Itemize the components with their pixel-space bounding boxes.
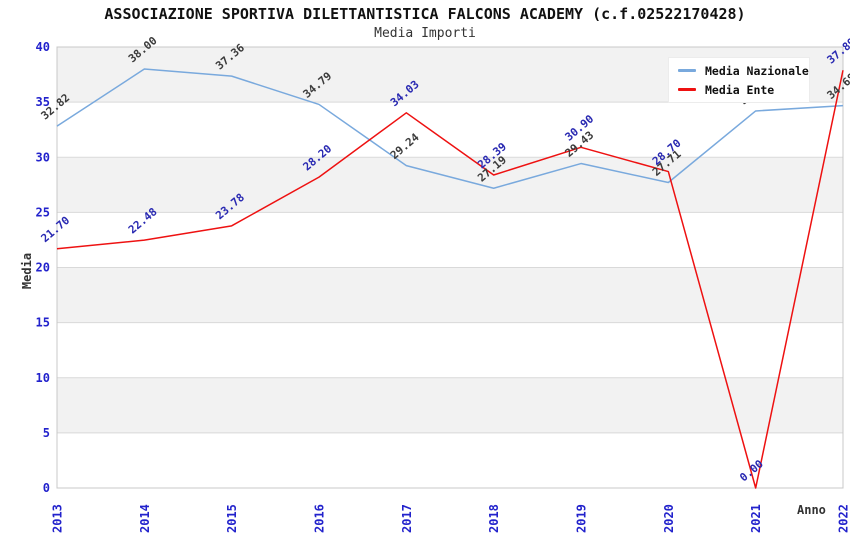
x-tick-label: 2018 (487, 504, 501, 533)
media-ente-line-swatch (678, 88, 696, 91)
chart-title: ASSOCIAZIONE SPORTIVA DILETTANTISTICA FA… (104, 5, 746, 23)
x-tick-label: 2014 (138, 504, 152, 533)
plot-band (57, 157, 843, 213)
series-line-1 (56, 70, 844, 489)
y-tick-label: 15 (36, 316, 50, 330)
x-axis-label: Anno (797, 503, 826, 517)
legend-label-media-ente: Media Ente (705, 82, 775, 97)
y-tick-label: 40 (36, 40, 50, 54)
x-tick-label: 2021 (749, 504, 763, 533)
media-nazionale-line-swatch (678, 69, 696, 72)
y-tick-label: 30 (36, 150, 50, 164)
chart-subtitle: Media Importi (374, 26, 476, 41)
x-tick-label: 2022 (837, 504, 850, 533)
legend-item-media-nazionale: Media Nazionale (678, 64, 809, 78)
y-tick-label: 0 (43, 481, 50, 495)
y-tick-label: 5 (43, 426, 50, 440)
plot-band (57, 322, 843, 378)
plot-band (57, 212, 843, 268)
x-tick-label: 2013 (51, 504, 65, 533)
x-tick-label: 2017 (400, 504, 414, 533)
legend: Media Nazionale Media Ente (668, 57, 810, 103)
x-tick-label: 2015 (225, 504, 239, 533)
series-line-0 (56, 68, 844, 189)
y-tick-label: 20 (36, 261, 50, 275)
plot-band (57, 377, 843, 433)
legend-label-media-nazionale: Media Nazionale (705, 63, 809, 78)
x-tick-label: 2016 (313, 504, 327, 533)
y-axis-label: Media (20, 252, 34, 290)
x-tick-label: 2019 (575, 504, 589, 533)
plot-band (57, 102, 843, 158)
plot-band (57, 432, 843, 488)
plot-band (57, 267, 843, 323)
y-tick-label: 10 (36, 371, 50, 385)
plot-border (56, 46, 844, 489)
legend-item-media-ente: Media Ente (678, 83, 809, 97)
y-tick-label: 35 (36, 95, 50, 109)
x-tick-label: 2020 (662, 504, 676, 533)
y-tick-label: 25 (36, 205, 50, 219)
